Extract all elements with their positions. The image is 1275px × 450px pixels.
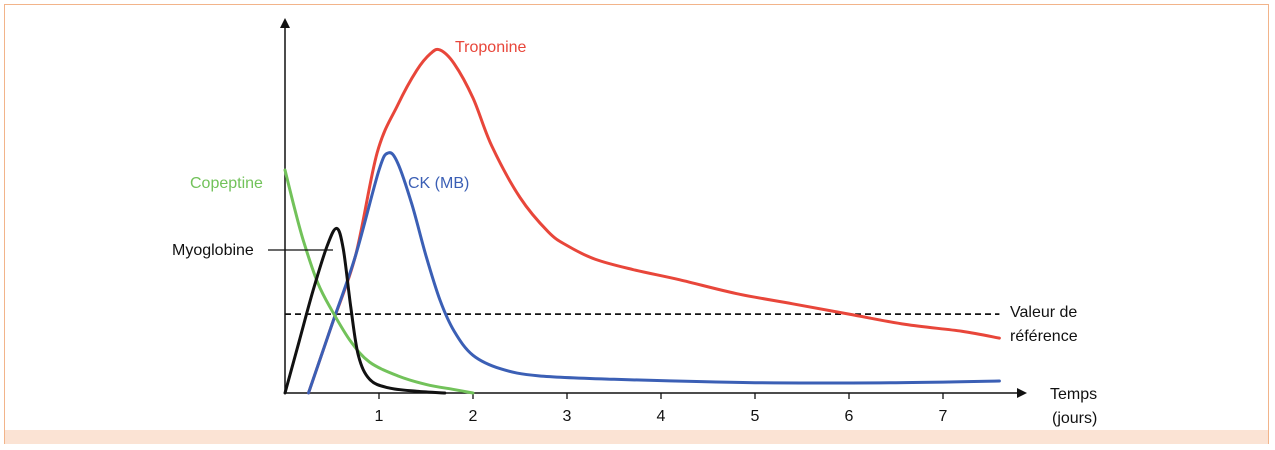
x-tick-label: 4: [657, 408, 666, 425]
reference-label-line1: Valeur de: [1010, 304, 1077, 321]
series-line-copeptine: [283, 168, 475, 395]
x-ticks: 1 2 3 4 5 6 7: [375, 393, 948, 425]
series-line-troponine: [307, 47, 1001, 395]
ck-label: CK (MB): [408, 175, 469, 192]
x-tick-label: 3: [563, 408, 572, 425]
x-tick-label: 5: [751, 408, 760, 425]
series-group: [283, 47, 1001, 395]
series-line-ck-mb: [307, 151, 1001, 395]
figure-frame: [4, 4, 1269, 444]
myoglobine-label: Myoglobine: [172, 242, 254, 259]
figure-bottom-band: [5, 430, 1268, 444]
x-axis-label-line1: Temps: [1050, 386, 1097, 403]
series-line-myoglobine: [283, 226, 447, 395]
axes: [280, 18, 1027, 398]
troponine-label: Troponine: [455, 39, 527, 56]
copeptine-label: Copeptine: [190, 175, 263, 192]
x-axis-label-line2: (jours): [1052, 410, 1097, 427]
x-tick-label: 7: [939, 408, 948, 425]
reference-label-line2: référence: [1010, 328, 1078, 345]
x-tick-label: 6: [845, 408, 854, 425]
x-tick-label: 1: [375, 408, 384, 425]
x-tick-label: 2: [469, 408, 478, 425]
